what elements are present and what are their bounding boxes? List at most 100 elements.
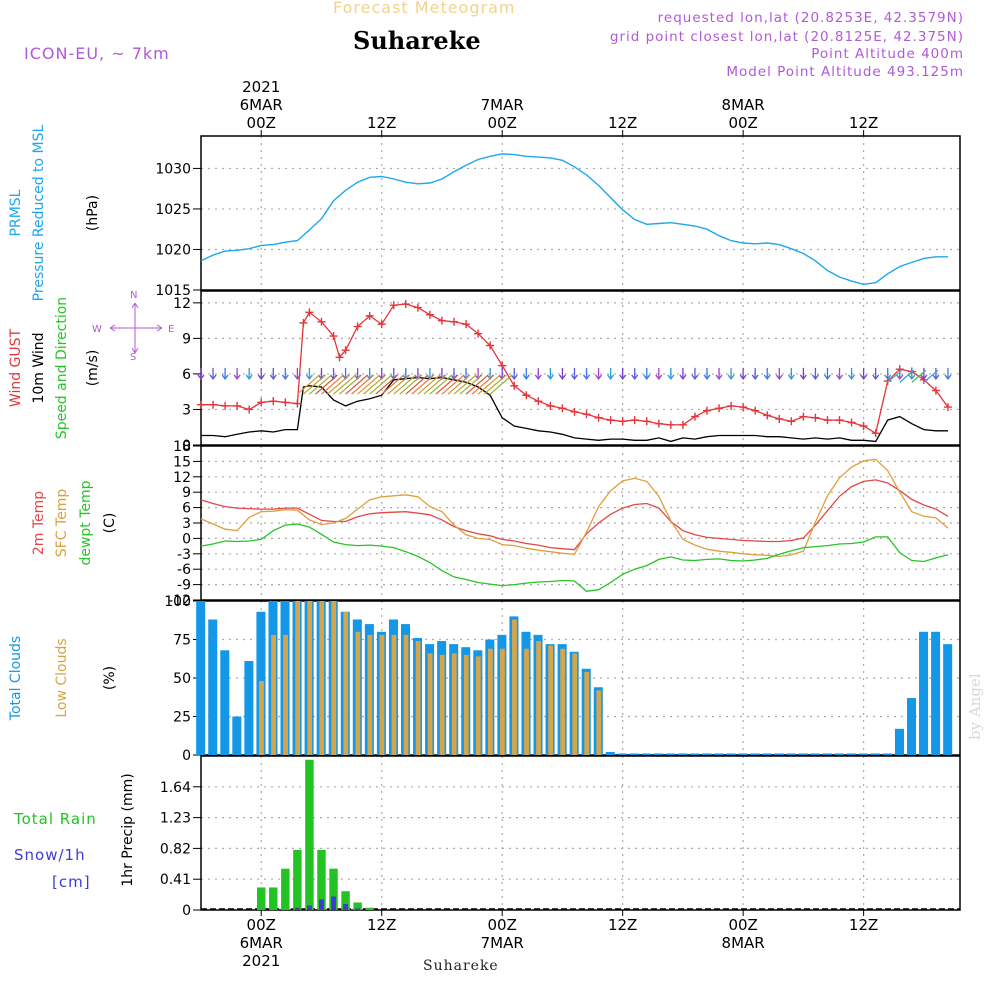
wind-streak <box>333 374 356 395</box>
wind-streak <box>399 374 423 395</box>
x-tick-label-bottom: 00Z <box>728 916 757 934</box>
gust-marker <box>474 329 483 338</box>
wind-streak <box>923 369 939 383</box>
wind-streak <box>303 374 326 395</box>
bar-low-clouds <box>319 601 325 755</box>
wind-direction-arrow <box>787 367 795 381</box>
wind-direction-arrow <box>932 367 940 381</box>
x-tick-label-bottom: 12Z <box>608 916 637 934</box>
y-tick-label: 50 <box>173 671 191 687</box>
gust-marker <box>377 320 386 329</box>
gust-marker <box>329 332 338 341</box>
bar-total-clouds <box>738 753 748 755</box>
bar-low-clouds <box>367 634 373 755</box>
wind-streak <box>441 374 465 395</box>
wind-direction-arrow <box>848 367 856 381</box>
bar-total-clouds <box>906 698 917 755</box>
series-sfc-temp <box>200 458 949 558</box>
bar-low-clouds <box>439 654 445 755</box>
bar-low-clouds <box>524 648 529 755</box>
gust-marker <box>642 417 651 426</box>
wind-direction-arrow <box>281 367 289 381</box>
label-wind-gust: Wind GUST <box>8 328 24 407</box>
x-tick-label-top: 00Z <box>247 114 276 132</box>
y-tick-label: 1025 <box>155 202 191 218</box>
wind-streak <box>351 374 374 395</box>
y-tick-label: 0.82 <box>160 841 191 857</box>
bar-snow <box>355 908 361 910</box>
bar-snow <box>294 907 300 910</box>
bar-total-rain <box>305 759 314 910</box>
wind-direction-arrow <box>257 367 265 381</box>
gust-marker <box>257 398 266 407</box>
bar-total-clouds <box>786 753 796 755</box>
bar-total-clouds <box>834 753 844 755</box>
wind-direction-arrow <box>860 367 868 381</box>
wind-streak <box>327 374 350 395</box>
y-tick-label: 75 <box>173 633 191 649</box>
wind-streak <box>393 374 417 395</box>
y-tick-label: 1.64 <box>160 780 191 796</box>
bar-low-clouds <box>572 653 578 755</box>
label-precip-unit: 1hr Precip (mm) <box>120 773 136 886</box>
y-tick-label: 3 <box>182 402 191 418</box>
wind-direction-arrow <box>920 367 928 381</box>
y-tick-label: 0 <box>182 748 191 764</box>
compass-s: S <box>130 352 136 363</box>
wind-direction-arrow <box>679 367 687 381</box>
series-10m-wind <box>201 376 948 443</box>
gust-marker <box>450 317 458 326</box>
wind-streak <box>459 374 483 395</box>
label-2m-temp: 2m Temp <box>31 491 47 555</box>
bar-low-clouds <box>259 681 264 755</box>
bar-low-clouds <box>596 690 602 755</box>
y-tick-label: -3 <box>177 547 191 563</box>
wind-direction-arrow <box>233 367 241 381</box>
gust-marker <box>558 404 567 413</box>
bar-total-rain <box>341 891 350 910</box>
bar-total-clouds <box>870 753 880 755</box>
x-tick-label-bottom: 12Z <box>367 916 396 934</box>
label-wind-unit: (m/s) <box>85 350 101 387</box>
wind-direction-arrow <box>245 367 253 381</box>
bar-total-clouds <box>750 753 760 755</box>
bar-total-clouds <box>641 753 651 755</box>
gust-marker <box>739 403 748 412</box>
legend-snow-unit: [cm] <box>52 873 91 891</box>
gust-marker <box>715 404 724 413</box>
bar-low-clouds <box>415 641 421 755</box>
y-tick-label: 1020 <box>155 242 191 258</box>
bar-total-clouds <box>943 644 953 755</box>
y-tick-label: -12 <box>168 593 191 609</box>
bar-total-clouds <box>931 631 941 755</box>
bar-total-clouds <box>810 753 820 755</box>
panel-frame-precip <box>200 755 961 911</box>
y-tick-label: -9 <box>177 578 191 594</box>
bar-snow <box>331 896 336 910</box>
wind-direction-arrow <box>703 367 711 381</box>
y-tick-label: 6 <box>182 367 191 383</box>
bar-total-clouds <box>653 753 664 755</box>
bar-total-clouds <box>196 601 206 755</box>
wind-direction-arrow <box>269 367 277 381</box>
place-name: Suhareke <box>353 26 481 55</box>
wind-direction-arrow <box>751 367 759 381</box>
x-tick-label-top: 00Z <box>488 114 517 132</box>
gust-marker <box>221 401 230 410</box>
bar-low-clouds <box>475 656 481 755</box>
x-year-label-top: 2021 <box>242 78 280 96</box>
chart-title: Forecast Meteogram <box>333 0 516 17</box>
y-tick-label: 0 <box>182 438 191 454</box>
wind-streak <box>453 374 477 395</box>
bar-low-clouds <box>343 611 349 755</box>
x-tick-label-bottom: 00Z <box>488 916 517 934</box>
label-wind-speed-direction: Speed and Direction <box>54 297 70 439</box>
bar-snow <box>307 905 312 910</box>
gust-marker <box>305 308 314 317</box>
gust-marker <box>703 406 711 415</box>
bar-low-clouds <box>283 634 288 755</box>
bar-total-clouds <box>774 753 784 755</box>
series-dewpt-temp <box>200 523 949 592</box>
bar-low-clouds <box>536 641 541 755</box>
